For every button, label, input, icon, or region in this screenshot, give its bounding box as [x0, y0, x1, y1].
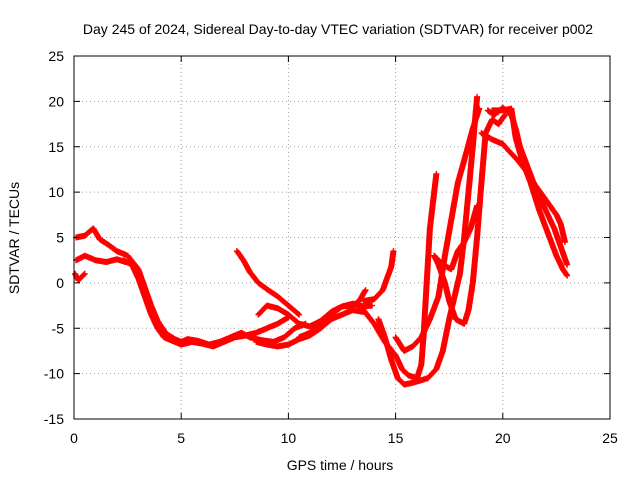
marker-track-n — [431, 202, 481, 273]
marker-track-p — [484, 104, 571, 268]
series-track-a — [72, 270, 88, 284]
y-tick-label: 5 — [56, 230, 64, 246]
x-tick-label: 0 — [70, 430, 78, 446]
series-track-p — [484, 104, 571, 268]
series-track-q — [489, 105, 571, 279]
x-tick-label: 20 — [495, 430, 511, 446]
series-track-j — [360, 170, 440, 382]
y-tick-label: -15 — [44, 411, 64, 427]
y-tick-label: 20 — [48, 93, 64, 109]
marker-track-h — [296, 287, 369, 341]
marker-track-b — [73, 252, 129, 266]
marker-track-q — [489, 105, 571, 279]
y-tick-label: 25 — [48, 48, 64, 64]
axis-ticks: 0 5 10 15 20 25 -15 -10 -5 0 5 10 15 20 25 — [44, 48, 618, 446]
marker-track-e — [233, 248, 303, 318]
y-tick-label: 15 — [48, 139, 64, 155]
series-track-e — [233, 248, 303, 318]
series-track-h — [296, 287, 369, 341]
series-track-d — [120, 257, 292, 350]
marker-track-l — [392, 105, 483, 354]
marker-track-j — [360, 170, 440, 382]
x-tick-label: 5 — [177, 430, 185, 446]
series-track-b — [73, 252, 129, 266]
y-tick-label: -10 — [44, 366, 64, 382]
x-tick-label: 25 — [602, 430, 618, 446]
grid-lines — [74, 56, 610, 419]
marker-track-d — [120, 257, 292, 350]
series-track-i — [360, 248, 397, 304]
y-tick-label: -5 — [52, 320, 65, 336]
series-track-c — [73, 225, 309, 348]
y-tick-label: 0 — [56, 275, 64, 291]
marker-track-c — [73, 225, 309, 348]
marker-track-a — [72, 270, 88, 284]
x-tick-label: 15 — [388, 430, 404, 446]
data-markers — [72, 93, 571, 388]
marker-track-i — [360, 248, 397, 304]
series-track-n — [431, 202, 481, 273]
y-tick-label: 10 — [48, 184, 64, 200]
y-axis-label: SDTVAR / TECUs — [6, 182, 22, 294]
x-axis-label: GPS time / hours — [287, 457, 394, 473]
chart-title: Day 245 of 2024, Sidereal Day-to-day VTE… — [83, 21, 593, 37]
series-track-l — [392, 105, 483, 354]
x-tick-label: 10 — [281, 430, 297, 446]
